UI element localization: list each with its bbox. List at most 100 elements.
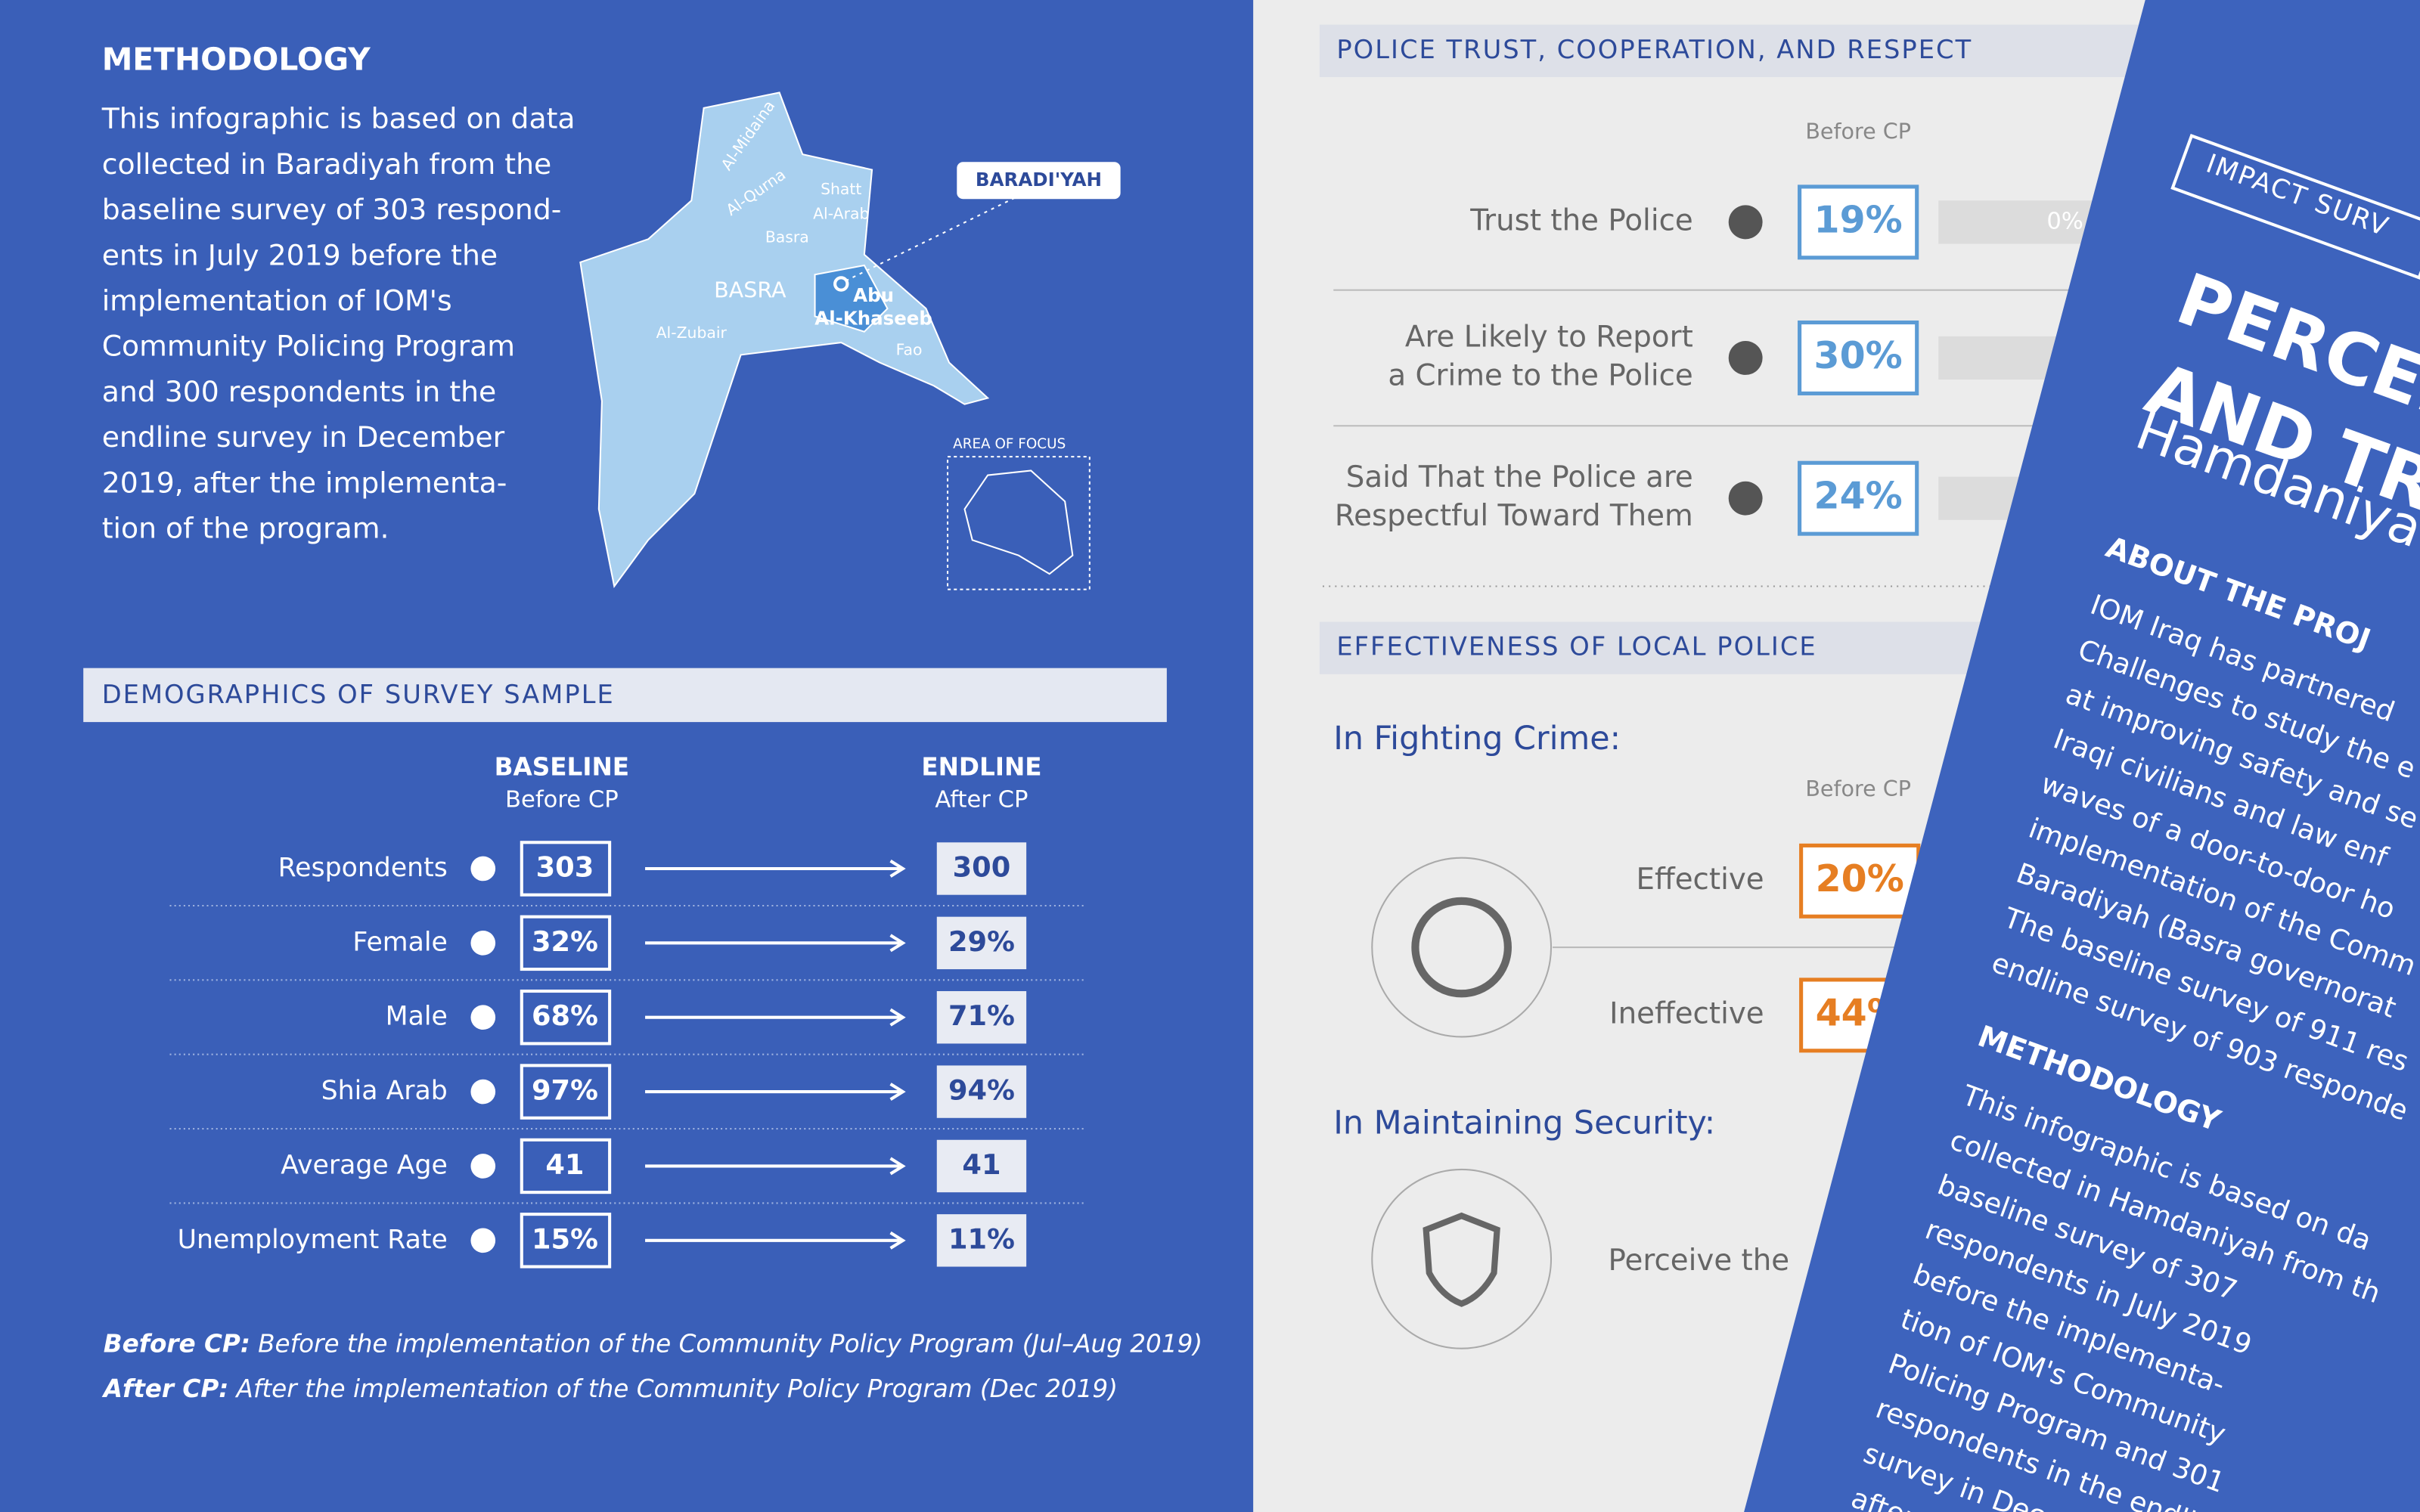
column-header: ENDLINE — [921, 752, 1041, 781]
endline-box — [936, 1214, 1027, 1267]
paragraph-line: endline survey in December — [102, 420, 505, 454]
row-icon — [1728, 205, 1763, 240]
row-label: Are Likely to Report — [1405, 320, 1693, 354]
row-label: Effective — [1637, 863, 1764, 897]
baseline-value: 32% — [532, 925, 598, 958]
arrow-head — [889, 1008, 906, 1027]
section-bar — [83, 668, 1167, 723]
value: 20% — [1816, 857, 1904, 900]
baseline-box — [520, 1138, 612, 1194]
baseline-value: 68% — [532, 999, 598, 1032]
subheading: In Fighting Crime: — [1333, 720, 1621, 758]
inset-frame — [947, 456, 1091, 590]
section-title: POLICE TRUST, COOPERATION, AND RESPECT — [1336, 35, 1972, 64]
footnote-text: After the implementation of the Communit… — [235, 1374, 1118, 1403]
value: 30% — [1814, 334, 1903, 377]
section-title: DEMOGRAPHICS OF SURVEY SAMPLE — [102, 680, 615, 709]
endline-box — [936, 916, 1027, 970]
endline-box — [936, 1139, 1027, 1193]
subheading: In Maintaining Security: — [1333, 1104, 1715, 1142]
heading: METHODOLOGY — [102, 42, 371, 78]
map-basra — [579, 91, 990, 588]
paragraph-line: implementation of IOM's — [102, 284, 452, 318]
row-label: Female — [352, 927, 447, 957]
endline-value: 29% — [948, 925, 1015, 958]
paragraph-line: baseline survey of 303 respond- — [102, 193, 562, 226]
row-label: Ineffective — [1609, 996, 1764, 1030]
section-title: EFFECTIVENESS OF LOCAL POLICE — [1336, 632, 1817, 662]
paragraph-line: This infographic is based on data — [101, 102, 576, 135]
row-icon — [1728, 341, 1763, 375]
endline-value: 71% — [948, 999, 1015, 1032]
endline-value: 300 — [953, 850, 1011, 883]
endline-value: 41 — [962, 1148, 1001, 1181]
district-label: Al-Zubair — [656, 324, 728, 342]
endline-box — [936, 1065, 1027, 1118]
row-label: a Crime to the Police — [1388, 358, 1692, 392]
row-icon — [470, 931, 496, 956]
inset-label: AREA OF FOCUS — [953, 436, 1066, 452]
row-label: Perceive the — [1609, 1244, 1790, 1278]
district-label: Basra — [765, 228, 809, 246]
row-label: Male — [386, 1002, 448, 1032]
shield-icon — [1423, 1212, 1500, 1307]
district-label: Fao — [896, 340, 923, 358]
paragraph-line: Community Policing Program — [102, 330, 515, 363]
value-box — [1798, 184, 1919, 260]
paragraph-line: collected in Baradiyah from the — [102, 147, 552, 181]
paragraph-line: 2019, after the implementa- — [102, 466, 507, 499]
column-subheader: After CP — [935, 787, 1028, 813]
paragraph-line: tion of the program. — [102, 512, 389, 545]
icon-circle — [1371, 1168, 1553, 1349]
row-icon — [1728, 481, 1763, 516]
endline-box — [936, 842, 1027, 895]
district-label: Al-Khaseeb — [814, 307, 932, 329]
baseline-value: 303 — [536, 850, 594, 883]
map-pin — [833, 276, 849, 292]
district-label: Abu — [853, 284, 894, 306]
value: 24% — [1814, 475, 1903, 518]
column-subheader: Before CP — [505, 787, 619, 813]
baseline-value: 15% — [532, 1222, 598, 1255]
row-icon — [470, 856, 496, 881]
endline-value: 94% — [948, 1074, 1015, 1107]
inset-map — [963, 469, 1074, 575]
footnote: After CP: After the implementation of the… — [101, 1374, 1118, 1403]
footnote-term: Before CP: — [104, 1330, 250, 1359]
baseline-box — [520, 915, 612, 971]
value-box — [1798, 460, 1919, 536]
baseline-value: 97% — [532, 1074, 598, 1107]
column-header: Before CP — [1805, 119, 1911, 144]
baseline-box — [520, 989, 612, 1046]
row-label: Said That the Police are — [1346, 460, 1693, 494]
target-icon — [1411, 897, 1512, 998]
callout-box — [957, 162, 1121, 200]
baseline-box — [520, 1064, 612, 1120]
arrow-head — [889, 1157, 906, 1176]
row-icon — [470, 1005, 496, 1030]
value: 19% — [1814, 198, 1903, 241]
footnote-term: After CP: — [101, 1374, 229, 1403]
row-label: Shia Arab — [321, 1076, 448, 1106]
callout-line — [845, 195, 1019, 282]
baseline-value: 41 — [545, 1148, 584, 1181]
row-icon — [470, 1154, 496, 1179]
row-label: Average Age — [281, 1150, 448, 1180]
column-header: BASELINE — [495, 752, 630, 781]
footnote-text: Before the implementation of the Communi… — [258, 1330, 1202, 1359]
paragraph-line: ents in July 2019 before the — [102, 238, 498, 271]
district-label: Shatt — [821, 180, 861, 198]
row-label: Unemployment Rate — [178, 1225, 448, 1255]
endline-value: 11% — [948, 1222, 1015, 1255]
callout-label: BARADI'YAH — [976, 169, 1102, 191]
district-label: Al-Arab — [813, 205, 869, 223]
row-icon — [470, 1228, 496, 1253]
value-box — [1798, 320, 1919, 395]
baseline-box — [520, 1213, 612, 1269]
paragraph-line: and 300 respondents in the — [102, 375, 497, 408]
arrow-head — [889, 1083, 906, 1101]
column-header: Before CP — [1805, 776, 1911, 801]
row-label: Respondents — [278, 853, 448, 883]
row-icon — [470, 1079, 496, 1105]
